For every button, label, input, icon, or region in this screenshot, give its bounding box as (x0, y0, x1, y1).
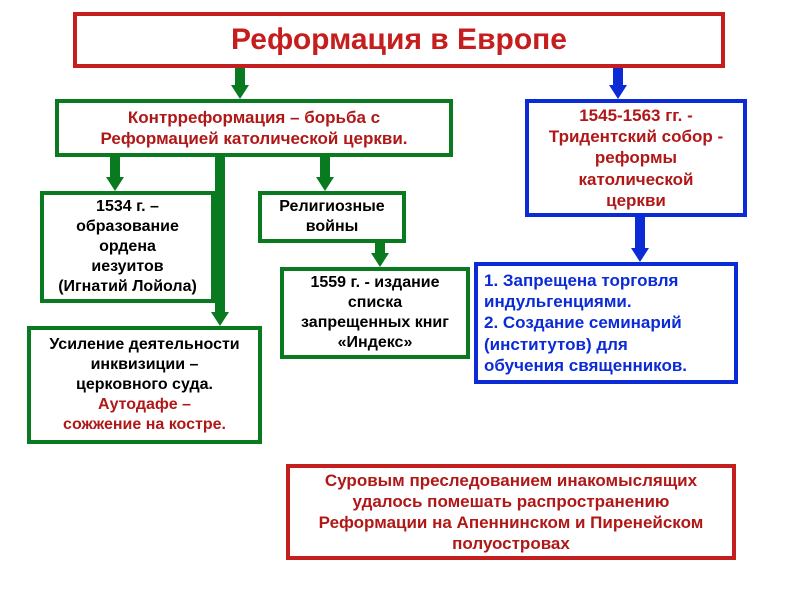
node-text-line: инквизиции – (91, 355, 199, 375)
node-text-line: ордена (99, 237, 156, 257)
node-text-line: 1559 г. - издание (310, 273, 439, 293)
node-text-line: 1545-1563 гг. - (579, 105, 693, 126)
node-text-line: Религиозные (279, 197, 384, 217)
node-inquisition: Усиление деятельностиинквизиции –церковн… (27, 326, 262, 444)
node-text-line: Тридентский собор - (549, 126, 723, 147)
node-text-line: индульгенциями. (484, 291, 632, 312)
node-text-line: церкви (606, 190, 666, 211)
node-text-line: Аутодафе – (98, 395, 191, 415)
title-box: Реформация в Европе (73, 12, 725, 68)
node-text-line: удалось помешать распространению (353, 491, 670, 512)
node-trident-council: 1545-1563 гг. -Тридентский собор -реформ… (525, 99, 747, 217)
node-text-line: сожжение на костре. (63, 415, 226, 435)
node-religious-wars: Религиозныевойны (258, 191, 406, 243)
node-text-line: обучения священников. (484, 355, 687, 376)
node-text-line: иезуитов (91, 257, 163, 277)
node-text-line: Реформации на Апеннинском и Пиренейском (319, 512, 704, 533)
node-text-line: «Индекс» (338, 333, 413, 353)
title-text: Реформация в Европе (231, 21, 567, 59)
node-counter-reformation: Контрреформация – борьба сРеформацией ка… (55, 99, 453, 157)
node-text-line: 2. Создание семинарий (484, 312, 682, 333)
node-text-line: Контрреформация – борьба с (128, 107, 380, 128)
node-text-line: (Игнатий Лойола) (58, 277, 197, 297)
node-text-line: Суровым преследованием инакомыслящих (325, 470, 697, 491)
node-text-line: Реформацией католической церкви. (101, 128, 408, 149)
node-text-line: 1534 г. – (96, 197, 159, 217)
node-summary: Суровым преследованием инакомыслящихудал… (286, 464, 736, 560)
node-index-list: 1559 г. - изданиесписказапрещенных книг«… (280, 267, 470, 359)
node-jesuits: 1534 г. –образованиеорденаиезуитов(Игнат… (40, 191, 215, 303)
node-text-line: войны (306, 217, 359, 237)
node-text-line: запрещенных книг (301, 313, 449, 333)
node-text-line: церковного суда. (76, 375, 213, 395)
node-text-line: образование (76, 217, 179, 237)
node-results: 1. Запрещена торговляиндульгенциями.2. С… (474, 262, 738, 384)
node-text-line: (институтов) для (484, 334, 628, 355)
node-text-line: Усиление деятельности (49, 335, 239, 355)
node-text-line: 1. Запрещена торговля (484, 270, 678, 291)
node-text-line: списка (348, 293, 402, 313)
node-text-line: полуостровах (452, 533, 570, 554)
node-text-line: католической (579, 169, 694, 190)
node-text-line: реформы (595, 147, 677, 168)
